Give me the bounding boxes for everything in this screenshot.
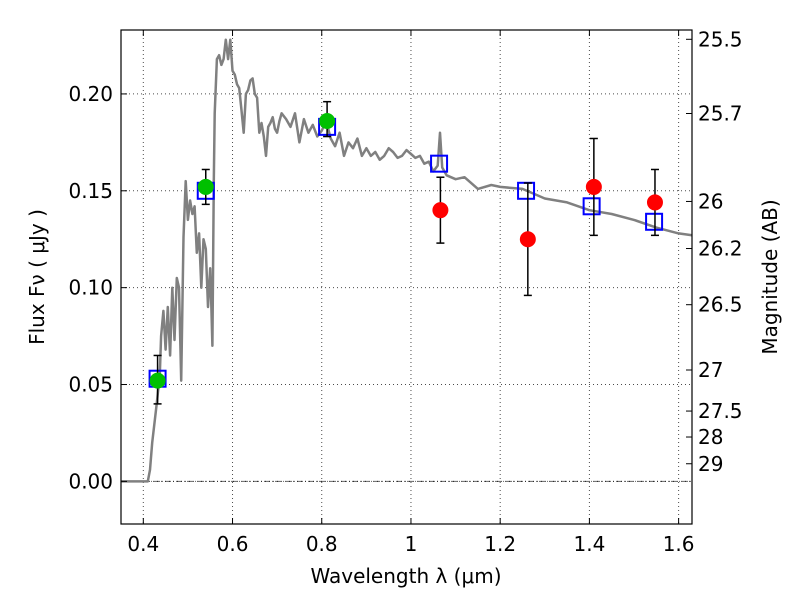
y-axis-label: Flux Fν ( μJy ) (25, 209, 49, 345)
right-axis-ticks: 25.5 25.7 26 26.2 26.5 27 27.528 29 (686, 27, 743, 476)
model-square-point (582, 197, 601, 216)
plot-frame (120, 29, 693, 525)
x-tick-label: 0.4 (127, 532, 159, 556)
y-tick-label: 0.20 (68, 82, 113, 106)
spectrum-line (121, 38, 693, 483)
right-tick-label: 28 (698, 425, 723, 449)
right-tick-label: 29 (698, 452, 723, 476)
right-tick-label: 26.2 (698, 237, 743, 261)
y-tick-label: 0.05 (68, 373, 113, 397)
x-tick-label: 1.2 (484, 532, 516, 556)
green-data-point (319, 113, 336, 130)
red-data-point (585, 178, 602, 195)
y-tick-label: 0.00 (68, 469, 113, 493)
red-data-point (646, 194, 663, 211)
red-data-point (432, 202, 449, 219)
x-tick-label: 0.6 (217, 532, 249, 556)
x-tick-label: 1.4 (573, 532, 605, 556)
x-axis-ticks: 0.4 0.6 0.8 1 1.2 1.4 1.6 (127, 30, 695, 556)
model-square-point (645, 212, 664, 231)
observed-points (149, 113, 663, 389)
right-axis-label: Magnitude (AB) (758, 199, 782, 354)
x-tick-label: 1.6 (663, 532, 695, 556)
right-tick-label: 27.5 (698, 399, 743, 423)
green-data-point (149, 372, 166, 389)
right-tick-label: 26 (698, 189, 723, 213)
x-tick-label: 0.8 (306, 532, 338, 556)
y-tick-label: 0.10 (68, 276, 113, 300)
right-tick-label: 27 (698, 358, 723, 382)
x-axis-label: Wavelength λ (μm) (310, 564, 501, 588)
right-tick-label: 25.7 (698, 101, 743, 125)
model-square-point (430, 154, 449, 173)
red-data-point (519, 231, 536, 248)
green-data-point (197, 178, 214, 195)
y-tick-label: 0.15 (68, 179, 113, 203)
right-tick-label: 26.5 (698, 293, 743, 317)
x-tick-label: 1 (405, 532, 418, 556)
y-axis-ticks: 0.00 0.05 0.10 0.15 0.20 (68, 82, 127, 493)
right-tick-label: 25.5 (698, 27, 743, 51)
model-spectrum (121, 38, 693, 483)
